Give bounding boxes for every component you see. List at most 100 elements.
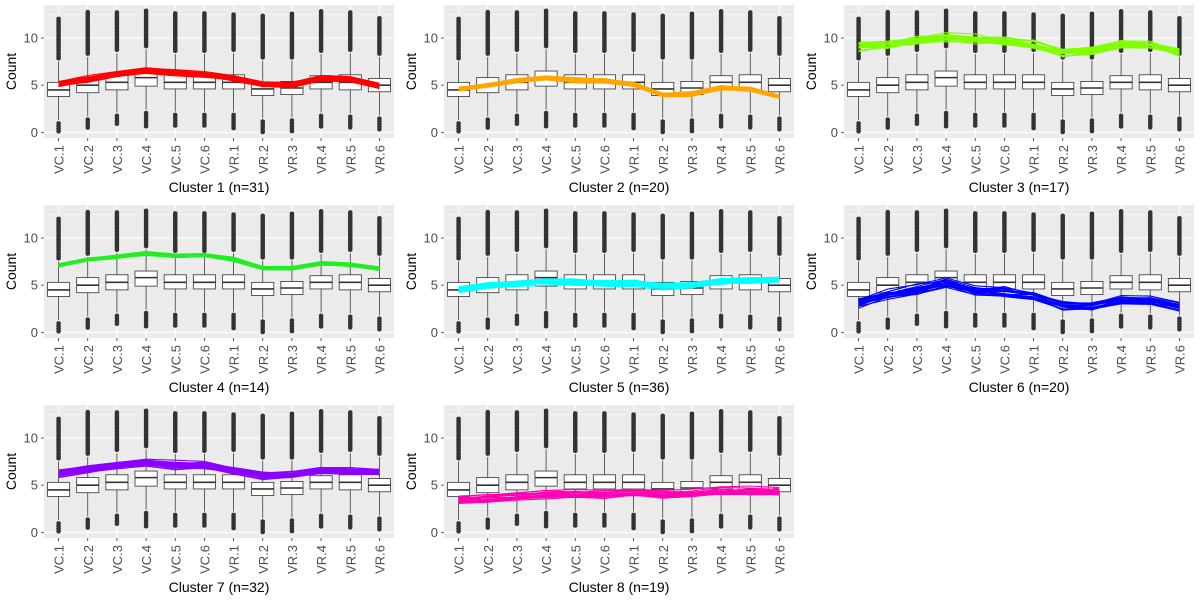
outlier-point	[143, 408, 149, 414]
profile-line	[458, 78, 780, 99]
x-tick-label: VC.4	[539, 345, 554, 374]
x-tick-label: VC.6	[597, 145, 612, 174]
boxplot-VR.4	[309, 209, 333, 329]
outlier-point	[631, 12, 636, 17]
x-tick-label: VR.3	[285, 545, 300, 574]
outlier-point	[514, 410, 520, 415]
boxplot-VC.4	[534, 408, 558, 529]
outlier-point	[289, 411, 295, 417]
boxplot-VC.5	[163, 411, 187, 528]
outlier-point	[514, 121, 520, 127]
outlier-point	[56, 216, 61, 222]
boxplot-VC.3	[105, 10, 129, 127]
x-tick-label: VR.3	[685, 545, 700, 574]
outlier-point	[114, 210, 120, 215]
x-tick-label: VC.4	[139, 345, 154, 374]
boxplot-VC.1	[847, 216, 871, 334]
outlier-point	[456, 416, 461, 422]
profile-line	[858, 34, 1180, 53]
x-tick-label: VC.1	[452, 145, 467, 174]
outlier-point	[1089, 11, 1095, 17]
x-tick-label: VR.6	[772, 545, 787, 574]
x-tick-label: VC.3	[110, 545, 125, 574]
profile-lines	[58, 250, 380, 272]
x-tick-label: VC.4	[539, 145, 554, 174]
x-tick-label: VR.2	[656, 545, 671, 574]
x-tick-label: VC.4	[539, 545, 554, 574]
box-iqr	[534, 470, 558, 487]
outlier-point	[972, 323, 978, 328]
outlier-point	[143, 323, 149, 329]
outlier-point	[885, 325, 891, 330]
profile-lines	[858, 32, 1180, 58]
outlier-point	[885, 9, 891, 15]
outlier-point	[347, 525, 353, 530]
panel-title: Cluster 4 (n=14)	[169, 379, 270, 395]
profile-line	[858, 34, 1180, 52]
profile-line	[858, 38, 1180, 57]
boxplot-VC.6	[192, 411, 216, 528]
boxplot-VR.3	[280, 211, 304, 334]
outlier-point	[485, 525, 491, 530]
outlier-point	[289, 128, 295, 134]
x-tick-label: VR.2	[256, 545, 271, 574]
x-tick-label: VR.2	[1056, 345, 1071, 374]
profile-line	[858, 277, 1180, 306]
outlier-point	[572, 323, 578, 328]
panel-title: Cluster 2 (n=20)	[569, 179, 670, 195]
plot-background	[844, 5, 1194, 138]
x-tick-label: VR.5	[743, 545, 758, 574]
boxplot-VR.6	[767, 15, 791, 132]
boxplot-VC.1	[47, 216, 71, 334]
panel-8: 0 5 10 Count VC.1 VC.2 VC.3 VC.4 VC.5 VC.6 VR.1 VR.…	[403, 405, 794, 595]
x-tick-label: VR.2	[1056, 145, 1071, 174]
boxplot-VC.3	[105, 410, 129, 527]
profile-line	[858, 36, 1180, 55]
outlier-point	[631, 525, 636, 531]
profile-line	[458, 276, 780, 288]
boxplot-VR.1	[222, 12, 246, 131]
y-tick-label: 0	[31, 525, 38, 540]
x-tick-label: VR.5	[1143, 145, 1158, 174]
outlier-point	[231, 12, 236, 17]
x-tick-label: VR.6	[772, 345, 787, 374]
outlier-point	[1002, 211, 1007, 216]
y-tick-label: 10	[824, 231, 838, 246]
x-tick-label: VR.1	[227, 345, 242, 374]
y-tick-label: 0	[31, 125, 38, 140]
outlier-point	[231, 212, 236, 217]
panel-5: 0 5 10 Count VC.1 VC.2 VC.3 VC.4 VC.5 VC.6 VR.1 VR.…	[403, 205, 794, 395]
outlier-point	[318, 409, 324, 414]
x-tick-label: VC.2	[481, 345, 496, 374]
outlier-point	[1177, 15, 1182, 21]
outlier-point	[485, 209, 491, 215]
x-tick-label: VR.1	[227, 145, 242, 174]
y-axis-title: Count	[403, 453, 419, 490]
outlier-point	[660, 529, 666, 535]
profile-lines	[458, 276, 780, 294]
y-tick-label: 5	[31, 278, 38, 293]
x-tick-label: VR.5	[743, 345, 758, 374]
outlier-point	[777, 526, 782, 532]
x-tick-label: VR.4	[1114, 145, 1129, 174]
outlier-point	[289, 211, 295, 217]
outlier-point	[377, 15, 382, 21]
y-tick-label: 5	[831, 78, 838, 93]
outlier-point	[202, 211, 207, 216]
y-tick-label: 10	[24, 431, 38, 446]
panel-title: Cluster 1 (n=31)	[169, 179, 270, 195]
profile-lines	[58, 458, 380, 481]
boxplot-VC.1	[47, 16, 71, 134]
x-tick-label: VR.3	[285, 145, 300, 174]
outlier-point	[1060, 129, 1066, 135]
outlier-point	[777, 126, 782, 132]
x-tick-label: VR.5	[343, 145, 358, 174]
outlier-point	[56, 329, 61, 334]
box-iqr	[134, 470, 158, 487]
outlier-point	[485, 9, 491, 15]
outlier-point	[972, 11, 978, 16]
boxplot-VR.2	[1051, 213, 1075, 335]
panel-title: Cluster 6 (n=20)	[969, 379, 1070, 395]
x-tick-label: VR.4	[314, 145, 329, 174]
profile-line	[458, 78, 780, 99]
